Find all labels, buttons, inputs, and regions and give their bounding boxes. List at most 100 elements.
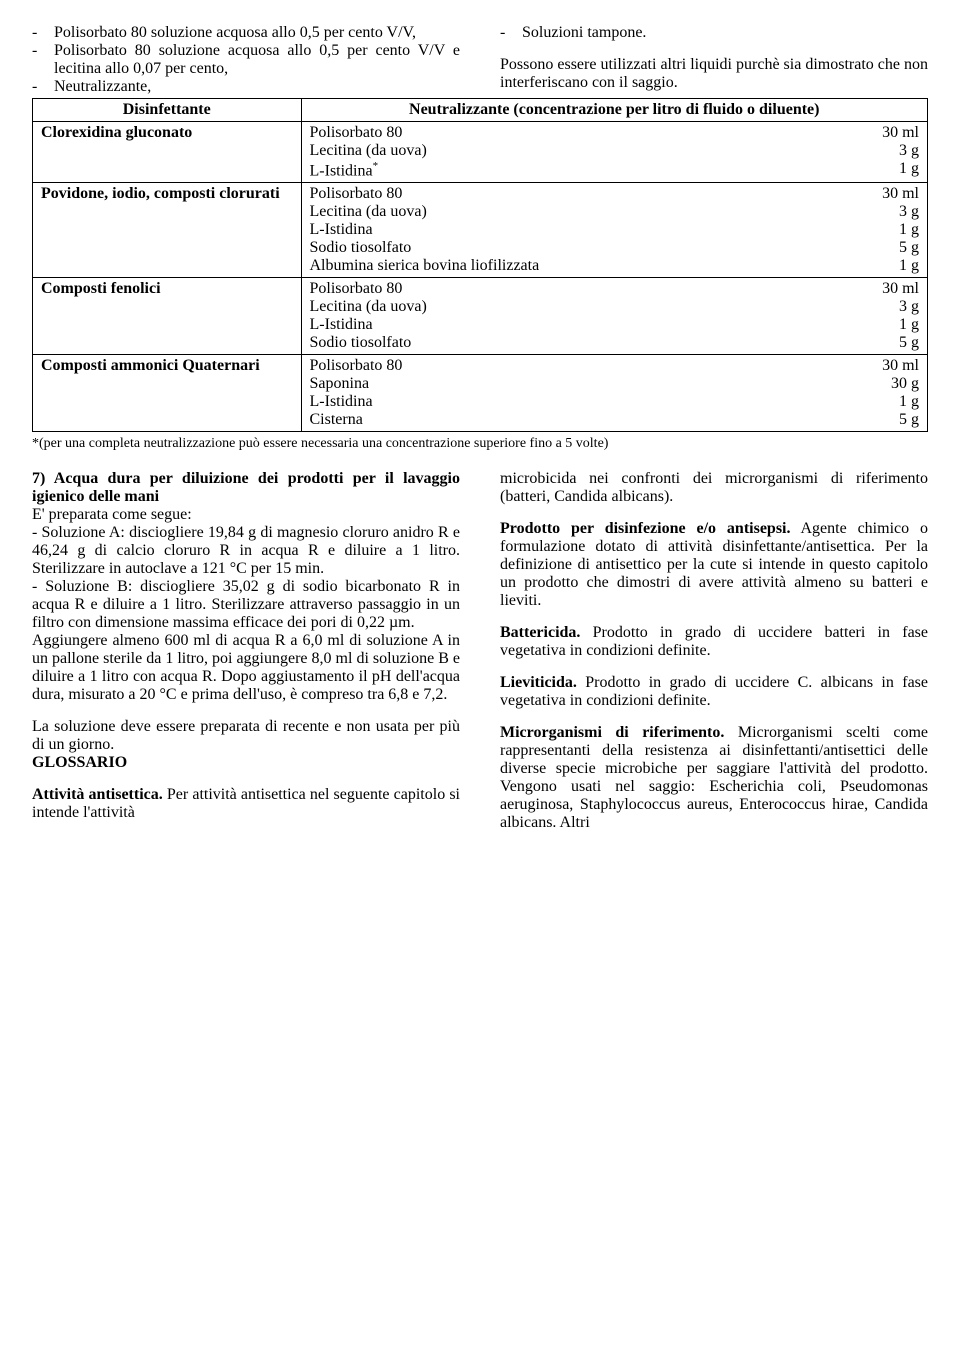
ingredient-amount: 5 g — [859, 334, 919, 352]
ingredient-name: L-Istidina* — [310, 160, 860, 180]
prodotto-title: Prodotto per disinfezione e/o antisepsi. — [500, 520, 791, 537]
ingredient-amount: 1 g — [859, 316, 919, 334]
section-7-title: 7) Acqua dura per diluizione dei prodott… — [32, 470, 460, 506]
body-columns: 7) Acqua dura per diluizione dei prodott… — [32, 470, 928, 832]
table-footnote: *(per una completa neutralizzazione può … — [32, 436, 928, 452]
list-item-text: Soluzioni tampone. — [522, 24, 646, 42]
section-7-solution-a: - Soluzione A: disciogliere 19,84 g di m… — [32, 524, 460, 578]
list-item-text: Neutralizzante, — [54, 78, 151, 96]
microrganismi-para: Microrganismi di riferimento. Microrgani… — [500, 724, 928, 832]
ingredient-name: Lecitina (da uova) — [310, 142, 860, 160]
ingredient-row: Polisorbato 8030 ml — [310, 185, 920, 203]
list-item: -Neutralizzante, — [32, 78, 460, 96]
table-row: Povidone, iodio, composti cloruratiPolis… — [33, 183, 928, 278]
attivita-title: Attività antisettica. — [32, 786, 163, 803]
ingredient-amount: 5 g — [859, 239, 919, 257]
section-7-add: Aggiungere almeno 600 ml di acqua R a 6,… — [32, 632, 460, 704]
list-item-text: Polisorbato 80 soluzione acquosa allo 0,… — [54, 24, 416, 42]
ingredient-amount: 3 g — [859, 298, 919, 316]
ingredient-name: Cisterna — [310, 411, 860, 429]
right-column: microbicida nei confronti dei microrgani… — [500, 470, 928, 832]
ingredient-row: Cisterna5 g — [310, 411, 920, 429]
neutralizer-table: Disinfettante Neutralizzante (concentraz… — [32, 98, 928, 432]
top-left-col: -Polisorbato 80 soluzione acquosa allo 0… — [32, 24, 460, 96]
ingredient-row: Polisorbato 8030 ml — [310, 124, 920, 142]
ingredient-row: Sodio tiosolfato5 g — [310, 334, 920, 352]
ingredient-amount: 1 g — [859, 257, 919, 275]
ingredient-amount: 30 ml — [859, 280, 919, 298]
ingredient-amount: 3 g — [859, 203, 919, 221]
top-right-col: -Soluzioni tampone. Possono essere utili… — [500, 24, 928, 96]
disinfectant-cell: Povidone, iodio, composti clorurati — [33, 183, 302, 278]
ingredient-name: Polisorbato 80 — [310, 357, 860, 375]
table-header-left: Disinfettante — [33, 99, 302, 122]
table-header-right: Neutralizzante (concentrazione per litro… — [301, 99, 928, 122]
prodotto-para: Prodotto per disinfezione e/o antisepsi.… — [500, 520, 928, 610]
neutralizer-cell: Polisorbato 8030 mlLecitina (da uova)3 g… — [301, 122, 928, 183]
glossario-heading: GLOSSARIO — [32, 754, 460, 772]
lieviticida-para: Lieviticida. Prodotto in grado di uccide… — [500, 674, 928, 710]
ingredient-amount: 1 g — [859, 160, 919, 180]
section-7-title-text: 7) Acqua dura per diluizione dei prodott… — [32, 470, 460, 505]
left-column: 7) Acqua dura per diluizione dei prodott… — [32, 470, 460, 832]
section-7-note: La soluzione deve essere preparata di re… — [32, 718, 460, 754]
ingredient-row: L-Istidina*1 g — [310, 160, 920, 180]
ingredient-name: Sodio tiosolfato — [310, 334, 860, 352]
ingredient-amount: 30 ml — [859, 185, 919, 203]
ingredient-row: Sodio tiosolfato5 g — [310, 239, 920, 257]
ingredient-name: L-Istidina — [310, 316, 860, 334]
ingredient-name: L-Istidina — [310, 393, 860, 411]
table-header-row: Disinfettante Neutralizzante (concentraz… — [33, 99, 928, 122]
ingredient-amount: 3 g — [859, 142, 919, 160]
ingredient-name: Polisorbato 80 — [310, 124, 860, 142]
microbicida-para: microbicida nei confronti dei microrgani… — [500, 470, 928, 506]
ingredient-amount: 30 g — [859, 375, 919, 393]
top-right-paragraph: Possono essere utilizzati altri liquidi … — [500, 56, 928, 92]
attivita-antisettica-para: Attività antisettica. Per attività antis… — [32, 786, 460, 822]
ingredient-row: Lecitina (da uova)3 g — [310, 203, 920, 221]
table-row: Composti ammonici Quaternari Polisorbato … — [33, 355, 928, 432]
ingredient-name: Lecitina (da uova) — [310, 203, 860, 221]
list-item: -Soluzioni tampone. — [500, 24, 928, 42]
ingredient-row: Saponina30 g — [310, 375, 920, 393]
ingredient-amount: 30 ml — [859, 124, 919, 142]
table-row: Clorexidina gluconatoPolisorbato 8030 ml… — [33, 122, 928, 183]
section-7-intro: E' preparata come segue: — [32, 506, 460, 524]
ingredient-name: Lecitina (da uova) — [310, 298, 860, 316]
top-intro: -Polisorbato 80 soluzione acquosa allo 0… — [32, 24, 928, 96]
ingredient-row: L-Istidina1 g — [310, 393, 920, 411]
disinfectant-cell: Composti fenolici — [33, 278, 302, 355]
ingredient-row: Lecitina (da uova)3 g — [310, 298, 920, 316]
ingredient-name: Saponina — [310, 375, 860, 393]
table-row: Composti fenoliciPolisorbato 8030 mlLeci… — [33, 278, 928, 355]
lieviticida-title: Lieviticida. — [500, 674, 577, 691]
ingredient-name: L-Istidina — [310, 221, 860, 239]
neutralizer-cell: Polisorbato 8030 mlLecitina (da uova)3 g… — [301, 278, 928, 355]
glossario-heading-text: GLOSSARIO — [32, 754, 127, 771]
ingredient-name: Sodio tiosolfato — [310, 239, 860, 257]
ingredient-amount: 30 ml — [859, 357, 919, 375]
ingredient-name: Polisorbato 80 — [310, 280, 860, 298]
ingredient-name: Albumina sierica bovina liofilizzata — [310, 257, 860, 275]
disinfectant-cell: Clorexidina gluconato — [33, 122, 302, 183]
top-right-list: -Soluzioni tampone. — [500, 24, 928, 42]
neutralizer-cell: Polisorbato 8030 mlLecitina (da uova)3 g… — [301, 183, 928, 278]
ingredient-row: L-Istidina1 g — [310, 316, 920, 334]
disinfectant-cell: Composti ammonici Quaternari — [33, 355, 302, 432]
top-left-list: -Polisorbato 80 soluzione acquosa allo 0… — [32, 24, 460, 96]
ingredient-amount: 1 g — [859, 221, 919, 239]
ingredient-row: Polisorbato 8030 ml — [310, 357, 920, 375]
ingredient-row: L-Istidina1 g — [310, 221, 920, 239]
list-item: -Polisorbato 80 soluzione acquosa allo 0… — [32, 42, 460, 78]
ingredient-amount: 5 g — [859, 411, 919, 429]
list-item-text: Polisorbato 80 soluzione acquosa allo 0,… — [54, 42, 460, 78]
battericida-para: Battericida. Prodotto in grado di uccide… — [500, 624, 928, 660]
section-7-solution-b: - Soluzione B: disciogliere 35,02 g di s… — [32, 578, 460, 632]
ingredient-amount: 1 g — [859, 393, 919, 411]
list-item: -Polisorbato 80 soluzione acquosa allo 0… — [32, 24, 460, 42]
battericida-title: Battericida. — [500, 624, 580, 641]
ingredient-row: Lecitina (da uova)3 g — [310, 142, 920, 160]
microrg-title: Microrganismi di riferimento. — [500, 724, 724, 741]
ingredient-name: Polisorbato 80 — [310, 185, 860, 203]
ingredient-row: Polisorbato 8030 ml — [310, 280, 920, 298]
